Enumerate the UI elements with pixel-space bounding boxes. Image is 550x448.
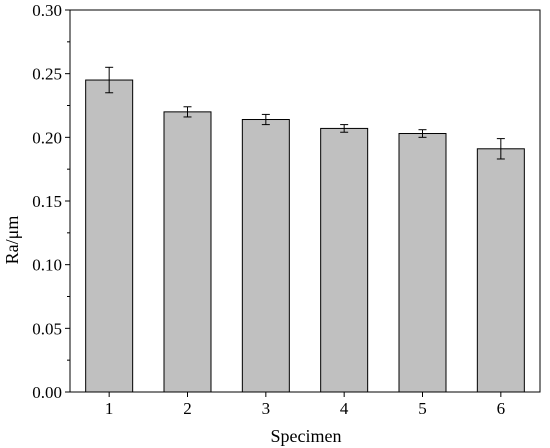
- bar-1: [85, 79, 134, 393]
- bar-6: [476, 148, 525, 393]
- x-tick-label-3: 3: [262, 399, 271, 418]
- plot-frame: [69, 9, 541, 393]
- y-tick-label: 0.30: [32, 1, 62, 20]
- error-bar-2: [183, 106, 192, 118]
- y-tick-label: 0.05: [32, 319, 62, 338]
- error-bars-layer: [105, 66, 505, 160]
- bar-5: [398, 133, 447, 393]
- error-bar-6: [496, 138, 505, 160]
- y-tick-label: 0.10: [32, 256, 62, 275]
- bar-4: [320, 127, 369, 393]
- x-tick-label-2: 2: [183, 399, 192, 418]
- ticks-layer: 1 2 3 4 5 6 0.00 0.05 0.10 0.15 0.20 0.25 0.30: [32, 1, 505, 418]
- axes-layer: [69, 9, 541, 393]
- bar-2: [163, 111, 212, 393]
- x-axis-title: Specimen: [271, 426, 342, 446]
- x-tick-label-5: 5: [418, 399, 427, 418]
- error-bar-1: [105, 66, 114, 94]
- bars-layer: [85, 79, 525, 393]
- x-tick-label-4: 4: [340, 399, 349, 418]
- y-tick-label: 0.20: [32, 128, 62, 147]
- error-bar-5: [418, 129, 427, 138]
- y-tick-label: 0.15: [32, 192, 62, 211]
- x-tick-label-6: 6: [497, 399, 506, 418]
- y-axis-title: Ra/μm: [2, 216, 22, 265]
- y-tick-label: 0.25: [32, 65, 62, 84]
- y-tick-label: 0.00: [32, 383, 62, 402]
- bar-3: [241, 119, 290, 393]
- x-tick-label-1: 1: [105, 399, 114, 418]
- error-bar-4: [340, 124, 349, 133]
- error-bar-3: [261, 113, 270, 126]
